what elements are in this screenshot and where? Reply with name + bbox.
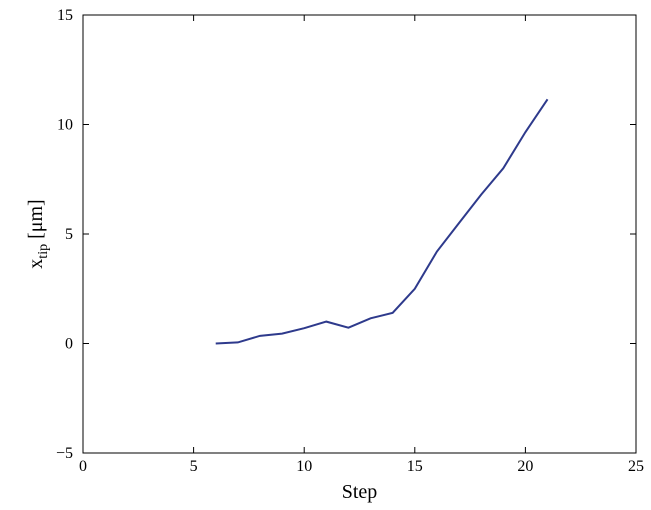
y-tick-label: −5: [56, 445, 73, 462]
y-axis-label-base: x: [25, 259, 47, 269]
axis-ticks: [82, 14, 637, 454]
y-tick-labels: −5 0 5 10 15: [56, 7, 73, 462]
y-axis-label: xtip [μm]: [25, 199, 51, 268]
x-tick-label: 20: [517, 458, 533, 475]
x-axis-label: Step: [342, 481, 378, 503]
x-tick-label: 5: [190, 458, 198, 475]
y-axis-label-subscript: tip: [36, 244, 51, 259]
x-tick-label: 0: [79, 458, 87, 475]
x-tick-label: 15: [407, 458, 423, 475]
y-tick-label: 15: [57, 7, 73, 24]
series-line: [215, 98, 549, 345]
y-tick-label: 10: [57, 117, 73, 134]
y-axis-label-unit: [μm]: [25, 199, 47, 244]
x-tick-label: 10: [296, 458, 312, 475]
plot-area: [82, 14, 637, 454]
x-tick-label: 25: [628, 458, 644, 475]
y-tick-label: 0: [65, 336, 73, 353]
x-tick-labels: 0 5 10 15 20 25: [79, 458, 644, 475]
y-tick-label: 5: [65, 226, 73, 243]
